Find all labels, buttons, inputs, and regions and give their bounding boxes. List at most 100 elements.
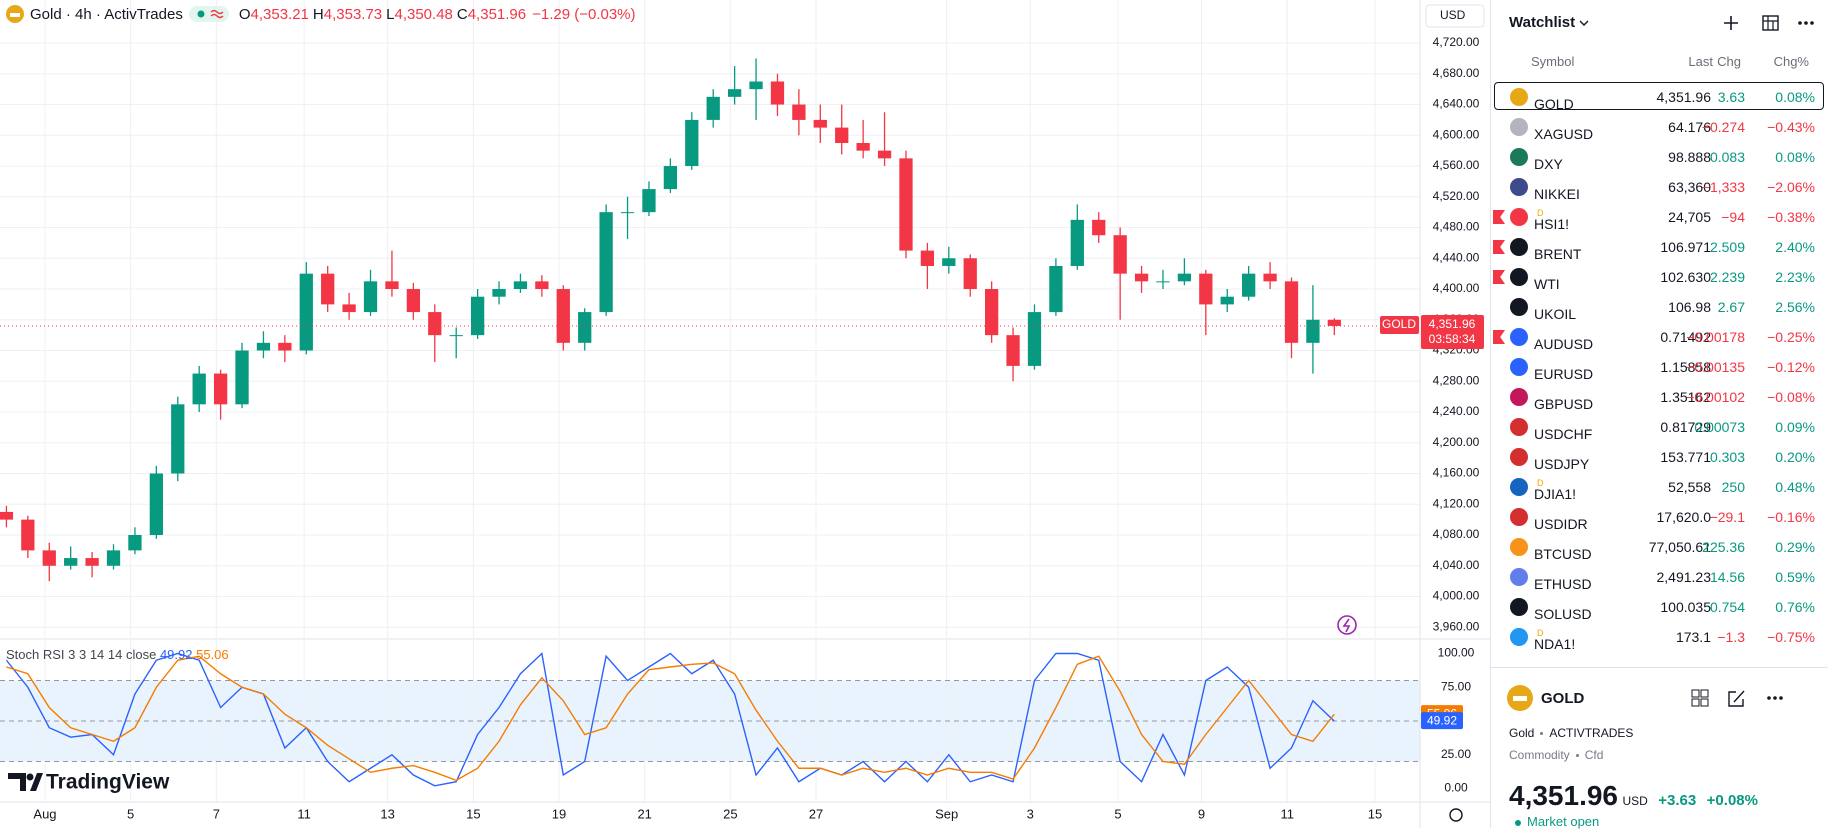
watchlist-row[interactable]: SOLUSD 100.035 0.754 0.76% xyxy=(1491,592,1828,622)
alert-icon xyxy=(1337,615,1357,635)
watchlist-row[interactable]: USDJPY 153.771 0.303 0.20% xyxy=(1491,442,1828,472)
symbol-tag xyxy=(1380,315,1419,334)
price-tag-text: 4,351.96 xyxy=(1429,317,1476,331)
chg: −94 xyxy=(1721,209,1745,225)
candle-body xyxy=(985,289,999,336)
candle-body xyxy=(149,473,163,535)
chgp: −0.75% xyxy=(1767,629,1815,645)
y-tick-label: 4,200.00 xyxy=(1433,435,1480,449)
stoch-line xyxy=(5,652,1335,787)
x-tick-label: 11 xyxy=(1280,806,1294,821)
candle-body xyxy=(1242,273,1256,297)
x-tick-label: 7 xyxy=(213,806,220,821)
candle-body xyxy=(299,273,313,351)
brand: TradingView xyxy=(46,771,170,794)
brand-dot xyxy=(26,773,34,781)
watchlist-row[interactable]: USDIDR 17,620.0 −29.1 −0.16% xyxy=(1491,502,1828,532)
chart-header: Gold · 4h · ActivTrades O4,353.21 H4,353.… xyxy=(6,5,636,23)
badge: D xyxy=(1537,478,1544,488)
selected-row xyxy=(1494,82,1824,110)
candle-body xyxy=(1092,219,1106,236)
y-tick-label: 4,440.00 xyxy=(1433,250,1480,264)
watchlist-row[interactable]: ETHUSD 2,491.23 14.56 0.59% xyxy=(1491,562,1828,592)
watchlist-row[interactable]: GBPUSD 1.35162 −0.00102 −0.08% xyxy=(1491,382,1828,412)
watchlist-row[interactable]: USDCHF 0.81729 0.00073 0.09% xyxy=(1491,412,1828,442)
candle-body xyxy=(535,281,549,290)
candle-body xyxy=(64,558,78,566)
detail-icons[interactable] xyxy=(1689,687,1817,709)
candle-body xyxy=(321,273,335,305)
flag xyxy=(1493,210,1505,224)
detail-kind: Commodity Cfd xyxy=(1509,748,1603,762)
watchlist-title[interactable]: Watchlist xyxy=(1509,14,1589,31)
x-tick-label: 5 xyxy=(1114,806,1121,821)
candle-body xyxy=(856,142,870,151)
candle-body xyxy=(0,511,14,520)
watchlist-row[interactable]: AUDUSD 0.71492 −0.00178 −0.25% xyxy=(1491,322,1828,352)
last: 0.71492 xyxy=(1660,329,1711,345)
candle-body xyxy=(663,166,678,190)
watchlist-row[interactable]: UKOIL 106.98 2.67 2.56% xyxy=(1491,292,1828,322)
x-tick-label: Aug xyxy=(33,806,56,821)
stoch-tag xyxy=(1421,712,1463,730)
chgp: −0.25% xyxy=(1767,329,1815,345)
x-tick-label: 13 xyxy=(380,806,394,821)
detail-exchange: Gold ACTIVTRADES xyxy=(1509,726,1633,740)
status-badge xyxy=(188,6,229,22)
symbol-text: SOLUSD xyxy=(1534,606,1592,622)
watchlist-row[interactable]: HSI1! D 24,705 −94 −0.38% xyxy=(1491,202,1828,232)
watchlist-row[interactable]: XAGUSD 64.176 −0.274 −0.43% xyxy=(1491,112,1828,142)
brand-logo xyxy=(8,773,43,791)
last: 4,351.96 xyxy=(1656,89,1712,105)
candle-body xyxy=(1327,319,1341,326)
candle-body xyxy=(1284,281,1299,343)
change: −1.29 (−0.03%) xyxy=(532,5,636,23)
ohlc-value: 4,351.96 xyxy=(467,5,527,23)
symbol-text: GBPUSD xyxy=(1534,396,1594,412)
candle-body xyxy=(1199,273,1213,305)
symbol-icon xyxy=(6,5,24,23)
watchlist-row[interactable]: GOLD 4,351.96 3.63 0.08% xyxy=(1491,82,1828,112)
watchlist-row[interactable]: NIKKEI 63,360 −1,333 −2.06% xyxy=(1491,172,1828,202)
symbol-icon xyxy=(1510,538,1528,556)
candle-body xyxy=(578,312,592,343)
detail-name: Gold xyxy=(1509,726,1535,740)
candle-body xyxy=(706,96,720,120)
watchlist-row[interactable]: BTCUSD 77,050.61 225.36 0.29% xyxy=(1491,532,1828,562)
detail-price: 4,351.96 xyxy=(1509,780,1618,811)
stoch-legend: Stoch RSI 3 3 14 14 close 49.92 55.06 xyxy=(6,647,229,662)
watchlist-row[interactable]: EURUSD 1.15858 −0.00135 −0.12% xyxy=(1491,352,1828,382)
detail-exchange-text: ACTIVTRADES xyxy=(1549,726,1634,740)
chg: −29.1 xyxy=(1709,509,1745,525)
last: 52,558 xyxy=(1668,479,1711,495)
watchlist-title-text: Watchlist xyxy=(1509,14,1576,31)
candle-body xyxy=(363,281,378,313)
detail-kind-text: Commodity xyxy=(1509,748,1570,762)
symbol-icon xyxy=(1510,388,1528,406)
watchlist-row[interactable]: DJIA1! D 52,558 250 0.48% xyxy=(1491,472,1828,502)
last: 64.176 xyxy=(1668,119,1711,135)
watchlist-row[interactable]: DXY 98.888 0.083 0.08% xyxy=(1491,142,1828,172)
ohlc-value: 4,350.48 xyxy=(394,5,453,23)
x-tick-label: 5 xyxy=(127,806,134,821)
candle-body xyxy=(749,81,763,90)
chg: 0.754 xyxy=(1709,599,1745,615)
last: 17,620.0 xyxy=(1656,509,1712,525)
chg: 14.56 xyxy=(1709,569,1745,585)
toolbar-icons[interactable] xyxy=(1721,12,1821,34)
candle-body xyxy=(171,404,185,474)
chgp: 0.76% xyxy=(1775,599,1815,615)
chgp: 2.56% xyxy=(1775,299,1815,315)
watchlist-row[interactable]: WTI 102.630 2.239 2.23% xyxy=(1491,262,1828,292)
symbol-icon xyxy=(1510,508,1528,526)
currency-box xyxy=(1425,4,1485,28)
candle-body xyxy=(385,281,399,290)
chart: Aug 5 7 11 13 15 19 21 25 27 Sep 3 5 9 11 15 3,960.00 4,0… xyxy=(0,0,1490,828)
symbol-tag-text: GOLD xyxy=(1382,317,1416,331)
column-header: Symbol xyxy=(1531,54,1575,69)
y-tick-label: 4,680.00 xyxy=(1433,66,1480,80)
watchlist-row[interactable]: BRENT 106.971 2.509 2.40% xyxy=(1491,232,1828,262)
watchlist-row[interactable]: NDA1! D 173.1 −1.3 −0.75% xyxy=(1491,622,1828,652)
symbol-icon xyxy=(1510,178,1528,196)
